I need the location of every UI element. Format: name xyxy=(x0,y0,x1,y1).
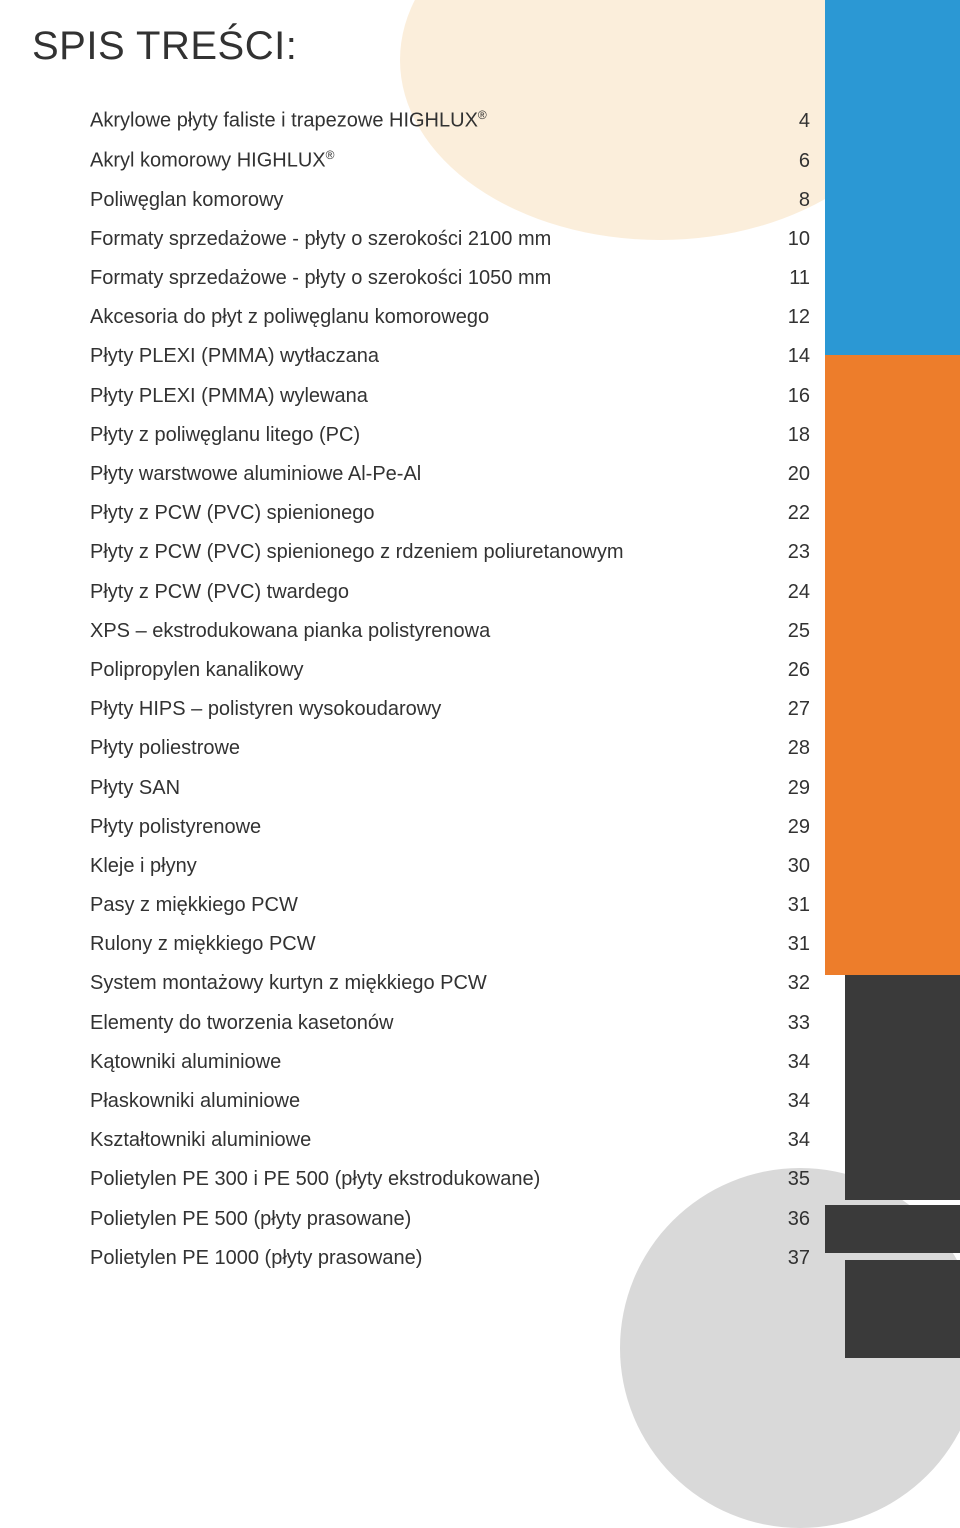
toc-row: Polietylen PE 300 i PE 500 (płyty ekstro… xyxy=(90,1168,810,1191)
toc-label: Pasy z miękkiego PCW xyxy=(90,894,770,917)
toc-label: Płaskowniki aluminiowe xyxy=(90,1090,770,1113)
toc-label: Płyty polistyrenowe xyxy=(90,816,770,839)
toc-row: Płyty polistyrenowe29 xyxy=(90,816,810,839)
toc-page-number: 4 xyxy=(770,110,810,133)
toc-page-number: 26 xyxy=(770,659,810,682)
toc-label: Płyty warstwowe aluminiowe Al-Pe-Al xyxy=(90,463,770,486)
toc-row: Płyty PLEXI (PMMA) wylewana16 xyxy=(90,385,810,408)
table-of-contents: Akrylowe płyty faliste i trapezowe HIGHL… xyxy=(90,109,810,1270)
toc-page-number: 30 xyxy=(770,855,810,878)
toc-label: Polietylen PE 500 (płyty prasowane) xyxy=(90,1208,770,1231)
toc-row: Akrylowe płyty faliste i trapezowe HIGHL… xyxy=(90,109,810,133)
toc-label: Płyty SAN xyxy=(90,777,770,800)
toc-row: Akcesoria do płyt z poliwęglanu komorowe… xyxy=(90,306,810,329)
toc-label: Polietylen PE 1000 (płyty prasowane) xyxy=(90,1247,770,1270)
toc-page-number: 37 xyxy=(770,1247,810,1270)
toc-page-number: 11 xyxy=(770,267,810,290)
toc-page-number: 25 xyxy=(770,620,810,643)
side-bar-grey-3 xyxy=(845,1260,960,1358)
toc-row: Rulony z miękkiego PCW31 xyxy=(90,933,810,956)
toc-label: Formaty sprzedażowe - płyty o szerokości… xyxy=(90,228,770,251)
toc-label: Kształtowniki aluminiowe xyxy=(90,1129,770,1152)
toc-page-number: 27 xyxy=(770,698,810,721)
toc-page-number: 31 xyxy=(770,894,810,917)
toc-page-number: 33 xyxy=(770,1012,810,1035)
toc-row: Polietylen PE 500 (płyty prasowane)36 xyxy=(90,1208,810,1231)
toc-page-number: 16 xyxy=(770,385,810,408)
toc-label: Polietylen PE 300 i PE 500 (płyty ekstro… xyxy=(90,1168,770,1191)
toc-label: Płyty z PCW (PVC) spienionego z rdzeniem… xyxy=(90,541,770,564)
toc-page-number: 36 xyxy=(770,1208,810,1231)
toc-page-number: 6 xyxy=(770,150,810,173)
toc-label: Płyty poliestrowe xyxy=(90,737,770,760)
page-content: SPIS TREŚCI: Akrylowe płyty faliste i tr… xyxy=(0,0,960,1270)
toc-row: Płaskowniki aluminiowe34 xyxy=(90,1090,810,1113)
toc-page-number: 31 xyxy=(770,933,810,956)
toc-label: Płyty PLEXI (PMMA) wylewana xyxy=(90,385,770,408)
toc-row: Płyty poliestrowe28 xyxy=(90,737,810,760)
toc-row: Płyty HIPS – polistyren wysokoudarowy27 xyxy=(90,698,810,721)
toc-label: XPS – ekstrodukowana pianka polistyrenow… xyxy=(90,620,770,643)
toc-label: Akryl komorowy HIGHLUX® xyxy=(90,149,770,173)
toc-page-number: 34 xyxy=(770,1090,810,1113)
toc-page-number: 24 xyxy=(770,581,810,604)
toc-page-number: 29 xyxy=(770,816,810,839)
toc-label: Płyty z poliwęglanu litego (PC) xyxy=(90,424,770,447)
toc-row: Płyty SAN29 xyxy=(90,777,810,800)
toc-page-number: 20 xyxy=(770,463,810,486)
toc-label: Akcesoria do płyt z poliwęglanu komorowe… xyxy=(90,306,770,329)
toc-label: Rulony z miękkiego PCW xyxy=(90,933,770,956)
registered-mark: ® xyxy=(326,148,335,162)
toc-row: Pasy z miękkiego PCW31 xyxy=(90,894,810,917)
toc-row: Płyty PLEXI (PMMA) wytłaczana14 xyxy=(90,345,810,368)
toc-label: Akrylowe płyty faliste i trapezowe HIGHL… xyxy=(90,109,770,133)
toc-page-number: 28 xyxy=(770,737,810,760)
toc-row: XPS – ekstrodukowana pianka polistyrenow… xyxy=(90,620,810,643)
toc-row: Akryl komorowy HIGHLUX®6 xyxy=(90,149,810,173)
toc-label: Elementy do tworzenia kasetonów xyxy=(90,1012,770,1035)
toc-row: Elementy do tworzenia kasetonów33 xyxy=(90,1012,810,1035)
toc-row: Kształtowniki aluminiowe34 xyxy=(90,1129,810,1152)
toc-row: Polipropylen kanalikowy26 xyxy=(90,659,810,682)
toc-row: Płyty z PCW (PVC) spienionego22 xyxy=(90,502,810,525)
toc-page-number: 12 xyxy=(770,306,810,329)
toc-page-number: 29 xyxy=(770,777,810,800)
toc-label: Formaty sprzedażowe - płyty o szerokości… xyxy=(90,267,770,290)
toc-row: Kleje i płyny30 xyxy=(90,855,810,878)
toc-page-number: 35 xyxy=(770,1168,810,1191)
toc-label: Kleje i płyny xyxy=(90,855,770,878)
toc-label: Polipropylen kanalikowy xyxy=(90,659,770,682)
toc-label: Płyty PLEXI (PMMA) wytłaczana xyxy=(90,345,770,368)
toc-row: Kątowniki aluminiowe34 xyxy=(90,1051,810,1074)
toc-label: Płyty z PCW (PVC) twardego xyxy=(90,581,770,604)
toc-page-number: 8 xyxy=(770,189,810,212)
toc-label: Poliwęglan komorowy xyxy=(90,189,770,212)
toc-label: System montażowy kurtyn z miękkiego PCW xyxy=(90,972,770,995)
registered-mark: ® xyxy=(478,108,487,122)
toc-page-number: 18 xyxy=(770,424,810,447)
toc-row: Poliwęglan komorowy8 xyxy=(90,189,810,212)
toc-page-number: 10 xyxy=(770,228,810,251)
toc-row: Płyty warstwowe aluminiowe Al-Pe-Al20 xyxy=(90,463,810,486)
toc-row: Formaty sprzedażowe - płyty o szerokości… xyxy=(90,267,810,290)
toc-row: System montażowy kurtyn z miękkiego PCW3… xyxy=(90,972,810,995)
toc-label: Płyty z PCW (PVC) spienionego xyxy=(90,502,770,525)
toc-page-number: 34 xyxy=(770,1051,810,1074)
toc-page-number: 22 xyxy=(770,502,810,525)
page-title: SPIS TREŚCI: xyxy=(32,24,960,69)
toc-row: Płyty z PCW (PVC) spienionego z rdzeniem… xyxy=(90,541,810,564)
toc-label: Kątowniki aluminiowe xyxy=(90,1051,770,1074)
toc-page-number: 23 xyxy=(770,541,810,564)
toc-page-number: 34 xyxy=(770,1129,810,1152)
toc-row: Płyty z PCW (PVC) twardego24 xyxy=(90,581,810,604)
toc-row: Formaty sprzedażowe - płyty o szerokości… xyxy=(90,228,810,251)
toc-page-number: 14 xyxy=(770,345,810,368)
toc-label: Płyty HIPS – polistyren wysokoudarowy xyxy=(90,698,770,721)
toc-row: Polietylen PE 1000 (płyty prasowane)37 xyxy=(90,1247,810,1270)
toc-page-number: 32 xyxy=(770,972,810,995)
toc-row: Płyty z poliwęglanu litego (PC)18 xyxy=(90,424,810,447)
